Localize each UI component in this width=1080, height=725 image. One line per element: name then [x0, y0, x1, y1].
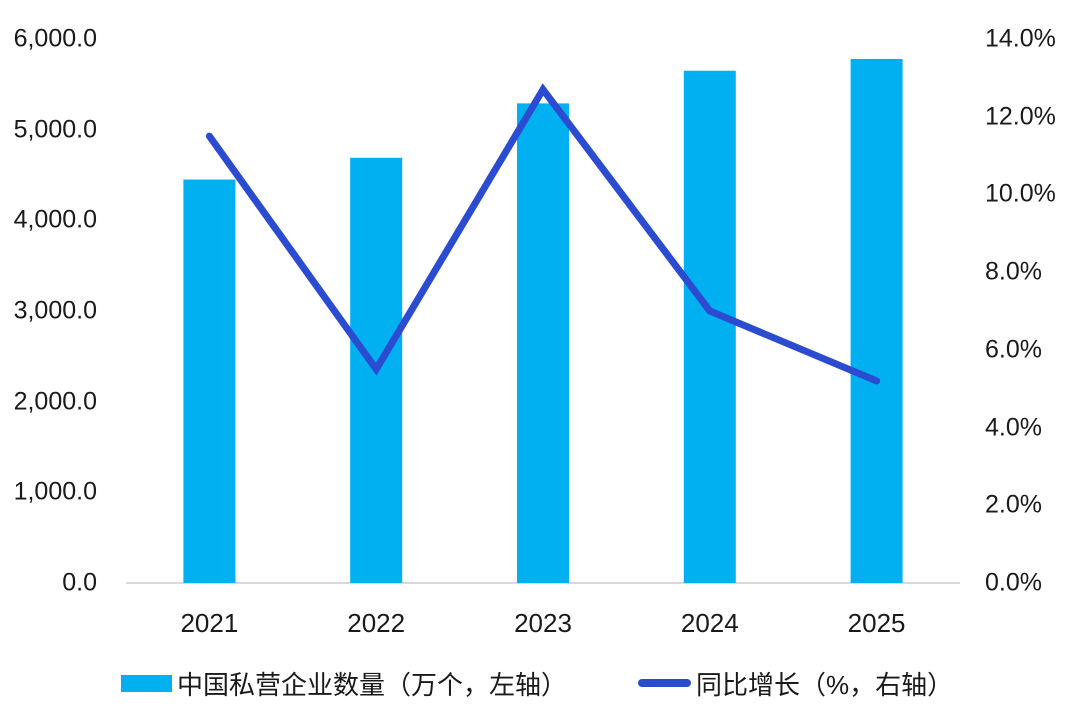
left-axis-tick-label: 3,000.0: [13, 296, 97, 325]
bar-2021: [183, 179, 236, 584]
bar-2025: [850, 58, 903, 584]
left-axis-tick-label: 2,000.0: [13, 387, 97, 416]
bar-series-swatch: [121, 674, 172, 692]
x-axis-label-2021: 2021: [180, 608, 239, 638]
right-axis-tick-label: 2.0%: [985, 490, 1042, 519]
trend-line: [205, 83, 881, 385]
right-axis-tick-label: 6.0%: [985, 335, 1042, 364]
right-axis-tick-label: 8.0%: [985, 257, 1042, 286]
right-axis-tick-label: 10.0%: [985, 179, 1056, 208]
legend-item-line-series: 同比增长（%，右轴）: [638, 663, 953, 703]
x-axis-label-2023: 2023: [514, 608, 572, 638]
bar-2024: [683, 70, 736, 583]
left-axis-tick-label: 4,000.0: [13, 205, 97, 234]
right-axis-tick-label: 14.0%: [985, 24, 1056, 53]
left-axis-tick-label: 6,000.0: [13, 24, 97, 53]
legend: 中国私营企业数量（万个，左轴） 同比增长（%，右轴）: [0, 663, 1080, 703]
right-axis-tick-label: 0.0%: [985, 568, 1042, 597]
left-axis-tick-label: 0.0: [62, 568, 97, 597]
line-series-swatch: [638, 679, 691, 687]
right-axis-tick-label: 12.0%: [985, 102, 1056, 131]
legend-item-bar-series: 中国私营企业数量（万个，左轴）: [121, 663, 567, 703]
left-axis-tick-label: 1,000.0: [13, 477, 97, 506]
x-axis-label-2024: 2024: [680, 608, 739, 638]
line-series-label: 同比增长（%，右轴）: [696, 669, 954, 700]
bar-2023: [517, 103, 569, 583]
right-axis-tick-label: 4.0%: [985, 413, 1042, 442]
x-axis-label-2022: 2022: [347, 608, 406, 638]
left-axis-tick-label: 5,000.0: [13, 115, 97, 144]
bar-series-label: 中国私营企业数量（万个，左轴）: [177, 669, 568, 700]
x-axis-label-2025: 2025: [847, 608, 906, 638]
